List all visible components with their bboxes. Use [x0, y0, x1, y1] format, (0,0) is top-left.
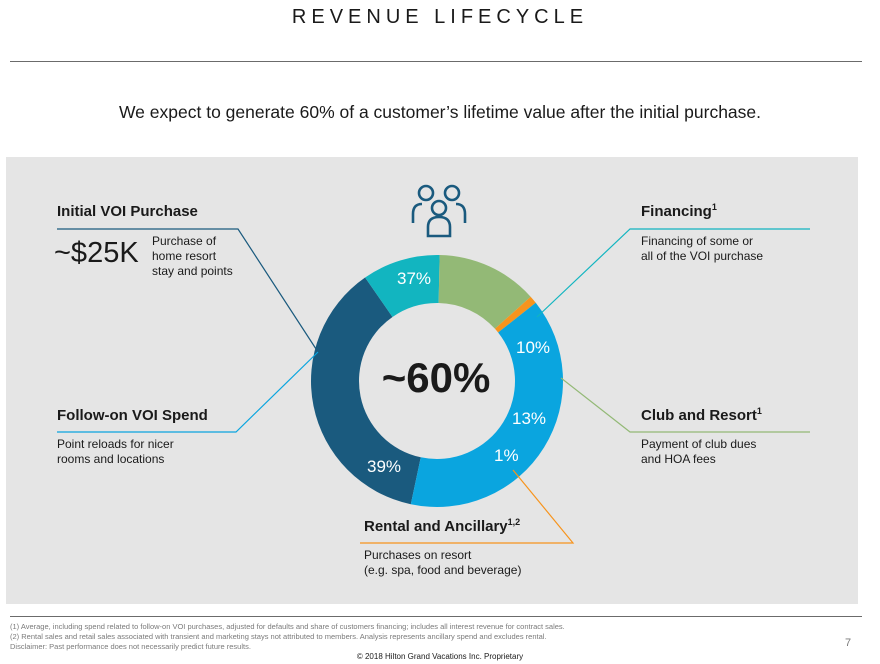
slice-label-club: 13% [512, 409, 547, 428]
center-value: ~60% [381, 354, 491, 401]
slice-label-followon: 39% [367, 457, 402, 476]
slide-title: REVENUE LIFECYCLE [291, 6, 589, 28]
initial-purchase-desc: Purchase of home resort stay and points [152, 234, 233, 278]
rental-title: Rental and Ancillary1,2 [364, 517, 521, 536]
followon-desc: Point reloads for nicer rooms and locati… [57, 437, 174, 466]
content-panel [6, 157, 858, 604]
leader-line-club [560, 377, 810, 433]
leader-line-initial [57, 228, 319, 353]
followon-title: Follow-on VOI Spend [57, 407, 208, 424]
club-desc: Payment of club dues and HOA fees [641, 437, 757, 466]
rental-desc: Purchases on resort (e.g. spa, food and … [364, 548, 522, 577]
financing-title: Financing1 [641, 202, 717, 221]
disclaimer: Disclaimer: Past performance does not ne… [10, 642, 251, 651]
initial-purchase-value: ~$25K [54, 237, 139, 269]
page-number: 7 [845, 637, 852, 649]
slide-subtitle: We expect to generate 60% of a customer’… [118, 102, 761, 122]
copyright: © 2018 Hilton Grand Vacations Inc. Propr… [356, 652, 524, 661]
club-title: Club and Resort1 [641, 406, 762, 425]
slice-label-rental: 1% [494, 446, 519, 465]
callout-leader-lines [57, 228, 810, 544]
donut-slice-financing [365, 255, 440, 317]
donut-ring [311, 255, 563, 507]
leader-line-followon [57, 351, 319, 433]
donut-slice-initial [311, 277, 421, 505]
donut-slice-club [438, 255, 531, 329]
slice-label-initial: 37% [397, 269, 432, 288]
financing-desc: Financing of some or all of the VOI purc… [641, 234, 764, 263]
footnote-1: (1) Average, including spend related to … [10, 622, 565, 631]
slice-label-financing: 10% [516, 338, 551, 357]
initial-purchase-title: Initial VOI Purchase [57, 203, 198, 220]
leader-line-rental [360, 469, 575, 544]
footnote-2: (2) Rental sales and retail sales associ… [10, 632, 547, 641]
donut-slice-followon [410, 302, 563, 507]
bottom-divider [10, 616, 862, 617]
footnotes: (1) Average, including spend related to … [10, 622, 810, 652]
top-divider [10, 61, 862, 62]
donut-slice-rental [494, 296, 536, 333]
leader-line-financing [536, 228, 810, 318]
people-group-icon [411, 184, 467, 238]
